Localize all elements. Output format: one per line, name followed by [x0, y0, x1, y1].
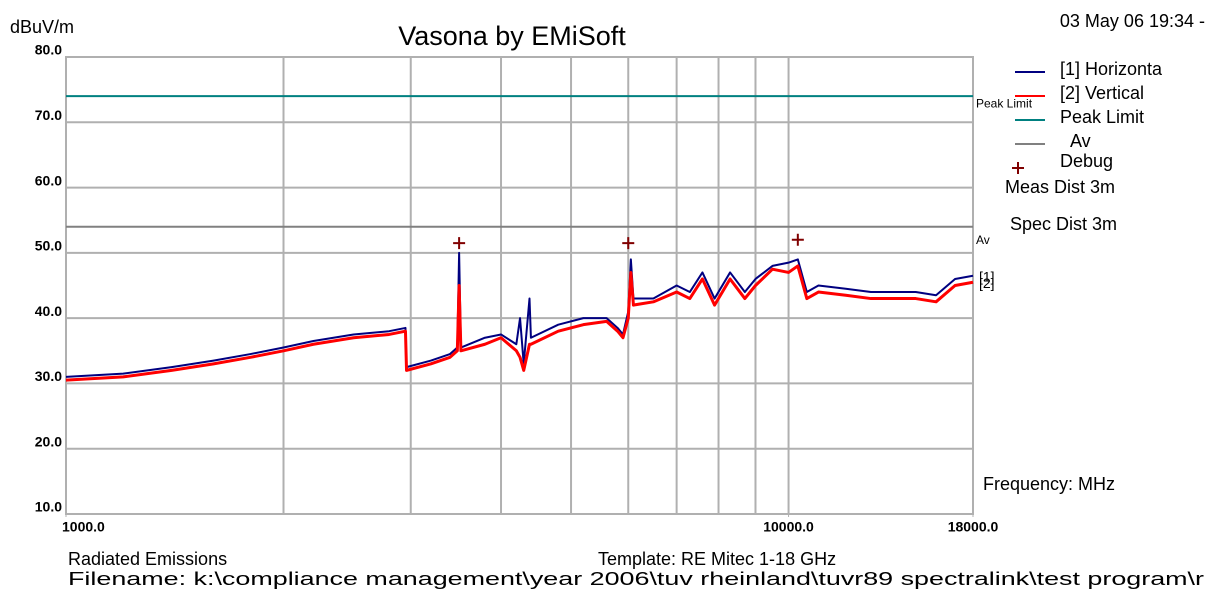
- legend-label: [1] Horizonta: [1060, 59, 1163, 79]
- series-end-label: [1]: [979, 268, 995, 284]
- debug-marker: [453, 237, 466, 250]
- y-axis-label: dBuV/m: [10, 17, 74, 37]
- y-tick-label: 70.0: [35, 107, 62, 123]
- annotation: Spec Dist 3m: [1010, 214, 1117, 234]
- chart-title: Vasona by EMiSoft: [398, 21, 626, 51]
- debug-marker: [622, 237, 635, 250]
- legend-label: [2] Vertical: [1060, 83, 1144, 103]
- y-tick-label: 40.0: [35, 303, 62, 319]
- y-tick-label: 30.0: [35, 368, 62, 384]
- series-end-label: [2]: [979, 275, 995, 291]
- footer-text: Filename: k:\compliance management\year …: [68, 569, 1204, 589]
- legend-swatch: [1012, 162, 1024, 174]
- y-tick-label: 50.0: [35, 238, 62, 254]
- y-tick-label: 80.0: [35, 42, 62, 58]
- y-tick-label: 10.0: [35, 499, 62, 515]
- footer-text: Radiated Emissions: [68, 549, 227, 569]
- x-tick-label: 18000.0: [948, 519, 999, 535]
- legend-label: Peak Limit: [1060, 107, 1144, 127]
- x-axis-label: Frequency: MHz: [983, 474, 1115, 494]
- y-tick-label: 20.0: [35, 433, 62, 449]
- footer-text: Template: RE Mitec 1-18 GHz: [598, 549, 836, 569]
- legend-label: Av: [1070, 131, 1091, 151]
- limit-label: Peak Limit: [976, 96, 1033, 110]
- series-line: [65, 251, 974, 378]
- y-tick-label: 60.0: [35, 172, 62, 188]
- date: 03 May 06 19:34 -: [1060, 11, 1205, 31]
- limit-label: Av: [976, 233, 990, 247]
- annotation: Meas Dist 3m: [1005, 177, 1115, 197]
- debug-marker: [791, 233, 804, 246]
- x-tick-label: 10000.0: [763, 519, 814, 535]
- legend-label: Debug: [1060, 151, 1113, 171]
- x-tick-label: 1000.0: [62, 519, 105, 535]
- series-line: [65, 264, 974, 382]
